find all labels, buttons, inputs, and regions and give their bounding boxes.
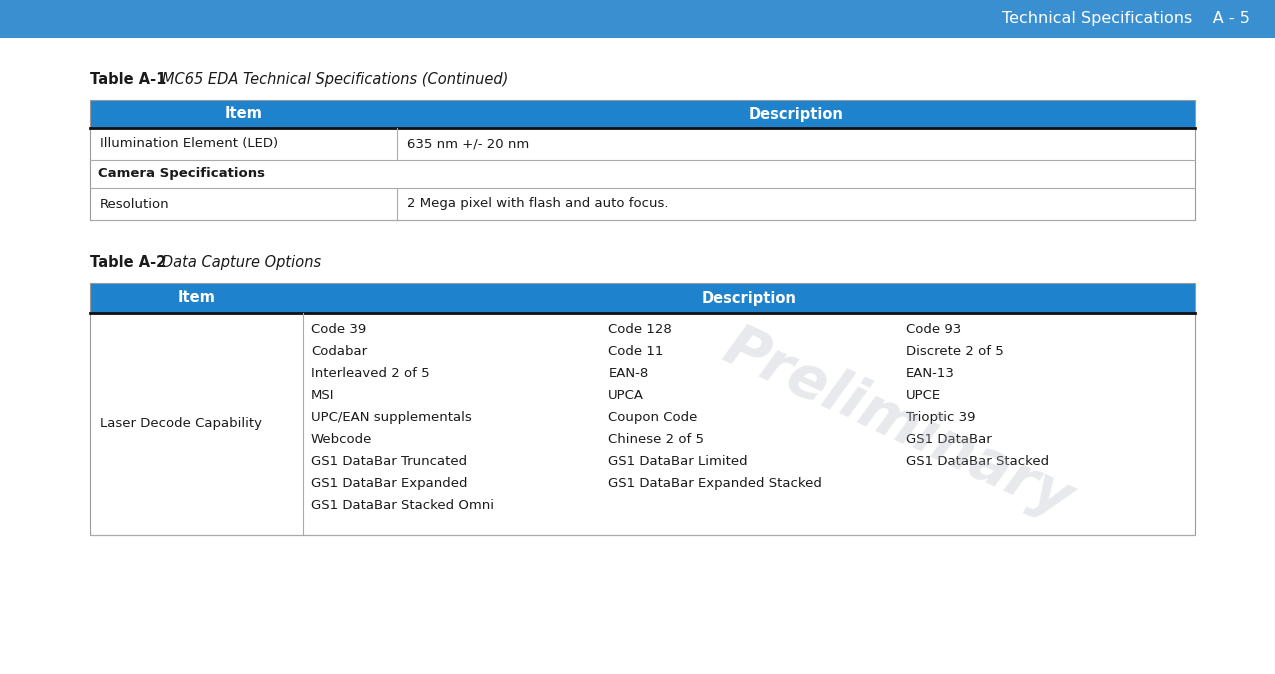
Text: UPC/EAN supplementals: UPC/EAN supplementals	[311, 411, 472, 424]
Text: Item: Item	[177, 290, 215, 305]
Text: Code 93: Code 93	[905, 323, 961, 336]
Text: UPCA: UPCA	[608, 389, 644, 402]
Text: Technical Specifications    A - 5: Technical Specifications A - 5	[1002, 11, 1250, 26]
Text: Data Capture Options: Data Capture Options	[148, 255, 321, 270]
Text: GS1 DataBar Limited: GS1 DataBar Limited	[608, 455, 748, 468]
Text: Illumination Element (LED): Illumination Element (LED)	[99, 137, 278, 150]
Text: GS1 DataBar Stacked: GS1 DataBar Stacked	[905, 455, 1049, 468]
Text: Webcode: Webcode	[311, 433, 372, 446]
Text: Description: Description	[701, 290, 797, 305]
Bar	[91, 313, 1195, 535]
Text: Table A-2: Table A-2	[91, 255, 166, 270]
Text: Discrete 2 of 5: Discrete 2 of 5	[905, 345, 1003, 358]
Text: Codabar: Codabar	[311, 345, 367, 358]
Bar	[91, 160, 1195, 188]
Text: Interleaved 2 of 5: Interleaved 2 of 5	[311, 367, 430, 380]
Text: Table A-1: Table A-1	[91, 72, 166, 87]
Text: 2 Mega pixel with flash and auto focus.: 2 Mega pixel with flash and auto focus.	[407, 197, 668, 210]
Bar	[91, 283, 1195, 313]
Text: Coupon Code: Coupon Code	[608, 411, 697, 424]
Text: GS1 DataBar Expanded: GS1 DataBar Expanded	[311, 477, 468, 490]
Bar	[0, 0, 1275, 38]
Text: UPCE: UPCE	[905, 389, 941, 402]
Text: Code 11: Code 11	[608, 345, 664, 358]
Text: Code 39: Code 39	[311, 323, 366, 336]
Text: GS1 DataBar: GS1 DataBar	[905, 433, 992, 446]
Text: EAN-8: EAN-8	[608, 367, 649, 380]
Text: MC65 EDA Technical Specifications (Continued): MC65 EDA Technical Specifications (Conti…	[148, 72, 509, 87]
Text: Preliminary: Preliminary	[714, 318, 1081, 530]
Text: EAN-13: EAN-13	[905, 367, 955, 380]
Text: 635 nm +/- 20 nm: 635 nm +/- 20 nm	[407, 137, 529, 150]
Text: Resolution: Resolution	[99, 197, 170, 210]
Text: Description: Description	[748, 106, 844, 121]
Bar	[91, 128, 1195, 160]
Text: GS1 DataBar Expanded Stacked: GS1 DataBar Expanded Stacked	[608, 477, 822, 490]
Text: MSI: MSI	[311, 389, 334, 402]
Text: Laser Decode Capability: Laser Decode Capability	[99, 417, 261, 431]
Bar	[91, 188, 1195, 220]
Bar	[91, 100, 1195, 128]
Text: Camera Specifications: Camera Specifications	[98, 168, 265, 181]
Text: GS1 DataBar Truncated: GS1 DataBar Truncated	[311, 455, 467, 468]
Text: Chinese 2 of 5: Chinese 2 of 5	[608, 433, 704, 446]
Text: Code 128: Code 128	[608, 323, 672, 336]
Text: Trioptic 39: Trioptic 39	[905, 411, 975, 424]
Text: GS1 DataBar Stacked Omni: GS1 DataBar Stacked Omni	[311, 499, 493, 512]
Text: Item: Item	[224, 106, 263, 121]
Bar	[91, 100, 1195, 220]
Bar	[91, 283, 1195, 535]
